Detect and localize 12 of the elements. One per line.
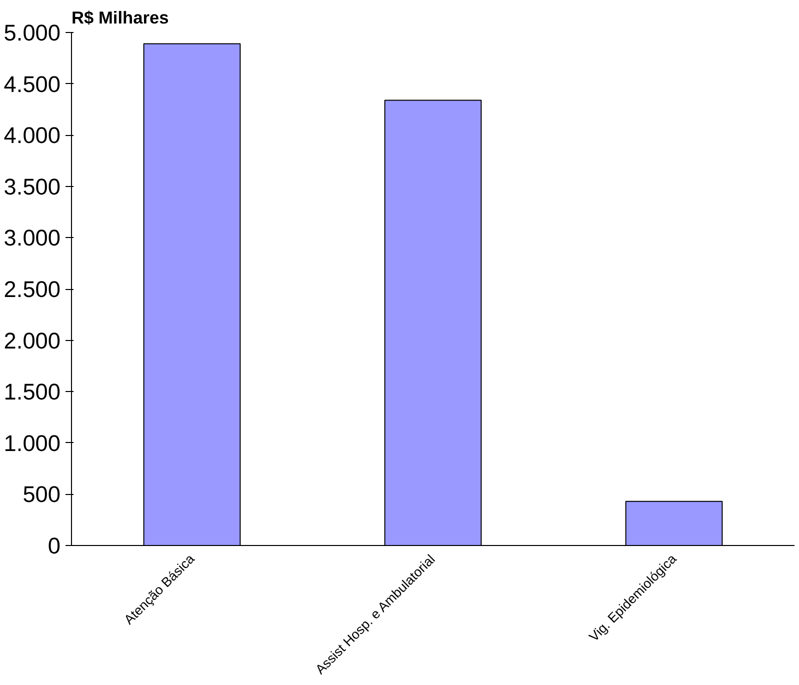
y-tick-label: 2.000 — [4, 327, 61, 354]
y-tick-label: 5.000 — [4, 20, 61, 46]
y-tick-label: 1.500 — [4, 378, 61, 405]
y-tick-label: 2.500 — [4, 276, 61, 302]
y-tick-label: 500 — [22, 481, 61, 508]
y-axis-title: R$ Milhares — [72, 8, 169, 28]
y-tick-label: 4.000 — [4, 122, 61, 148]
y-tick-label: 3.000 — [4, 224, 61, 251]
y-tick-label: 4.500 — [4, 70, 61, 97]
y-tick-label: 0 — [48, 532, 61, 558]
y-tick-label: 3.500 — [4, 173, 61, 200]
y-tick-label: 1.000 — [4, 430, 61, 456]
